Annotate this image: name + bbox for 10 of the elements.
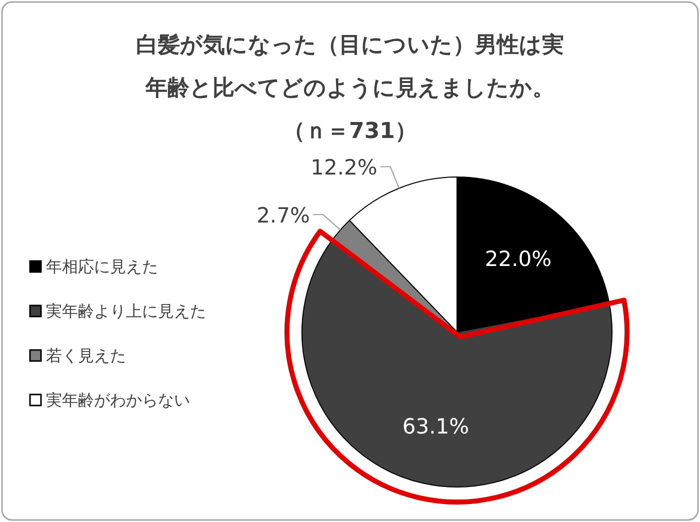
- chart-subtitle: （ｎ＝731）: [283, 119, 417, 144]
- legend-label: 年相応に見えた: [46, 257, 158, 276]
- data-label: 12.2%: [310, 156, 378, 180]
- data-label: 22.0%: [484, 246, 552, 271]
- legend-label: 実年齢がわからない: [46, 390, 190, 410]
- legend-label: 実年齢より上に見えた: [46, 302, 206, 320]
- legend-label: 若く見えた: [46, 346, 126, 365]
- data-label: 63.1%: [402, 414, 470, 439]
- data-label: 2.7%: [256, 204, 310, 228]
- chart-title: 白髪が気になった（目についた）男性は実年齢と比べてどのように見えましたか。: [136, 32, 564, 101]
